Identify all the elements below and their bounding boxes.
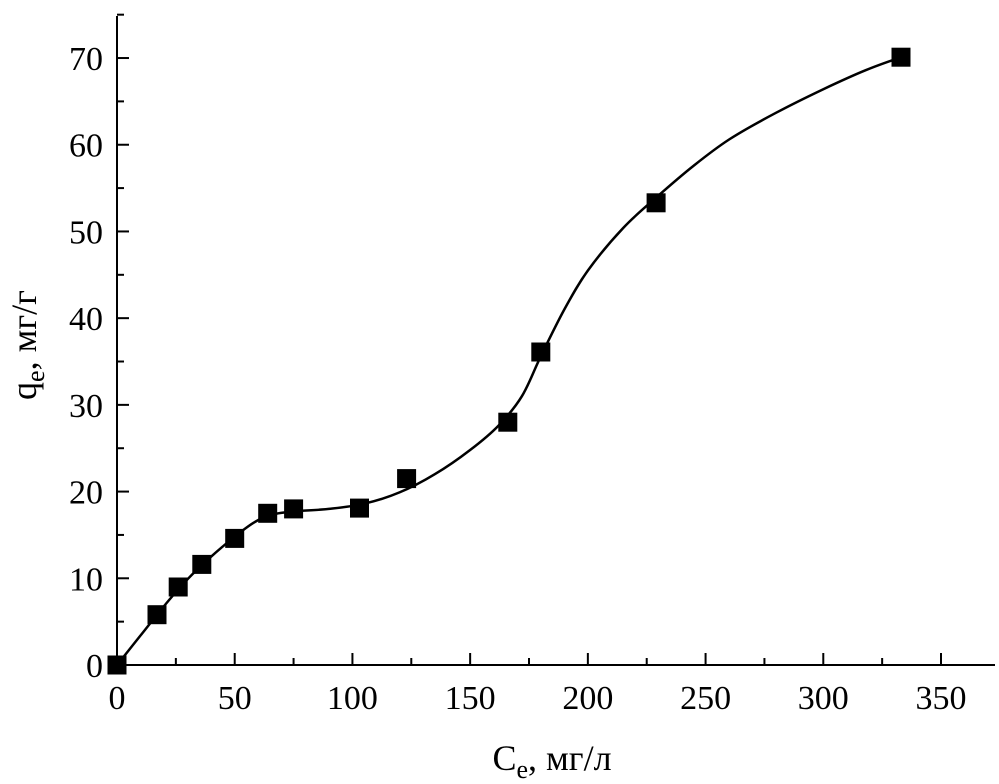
y-axis-title-sub: e <box>21 370 50 382</box>
data-point-marker <box>891 47 911 67</box>
y-axis-ticks: 0 10 20 30 40 50 60 70 <box>69 13 129 685</box>
y-axis-title: qe, мг/г <box>4 290 50 400</box>
data-points <box>107 47 911 675</box>
x-tick-label: 350 <box>916 680 967 717</box>
data-point-marker <box>397 469 417 489</box>
x-tick-label: 150 <box>445 680 496 717</box>
y-tick-label: 0 <box>86 648 103 685</box>
plot-axes <box>116 16 995 666</box>
x-axis-title-main: C <box>492 738 516 778</box>
data-point-marker <box>646 193 666 213</box>
y-tick-label: 50 <box>69 214 103 251</box>
data-point-marker <box>168 577 188 597</box>
x-axis-ticks: 0 50 100 150 200 250 300 350 <box>109 653 967 717</box>
x-tick-label: 100 <box>327 680 378 717</box>
fit-curve-line <box>116 56 902 666</box>
x-axis-title-unit: , мг/л <box>528 738 612 778</box>
data-point-marker <box>350 498 369 518</box>
y-tick-label: 60 <box>69 128 103 165</box>
x-tick-label: 0 <box>109 680 126 717</box>
x-tick-label: 250 <box>680 680 731 717</box>
data-point-marker <box>225 528 245 548</box>
x-tick-label: 200 <box>562 680 613 717</box>
y-axis-title-unit: , мг/г <box>4 290 44 370</box>
data-point-marker <box>192 554 212 574</box>
x-axis-title: Ce, мг/л <box>492 738 611 784</box>
x-tick-label: 300 <box>798 680 849 717</box>
y-tick-label: 70 <box>69 41 103 78</box>
data-point-marker <box>284 499 304 519</box>
data-point-marker <box>498 412 518 432</box>
data-point-marker <box>258 503 278 523</box>
y-tick-label: 40 <box>69 301 103 338</box>
x-axis-title-sub: e <box>516 755 528 784</box>
y-tick-label: 30 <box>69 388 103 425</box>
x-tick-label: 50 <box>218 680 252 717</box>
data-point-marker <box>147 605 167 625</box>
data-point-marker <box>531 342 551 362</box>
y-tick-label: 20 <box>69 475 103 512</box>
y-tick-label: 10 <box>69 561 103 598</box>
y-axis-title-main: q <box>4 382 44 400</box>
